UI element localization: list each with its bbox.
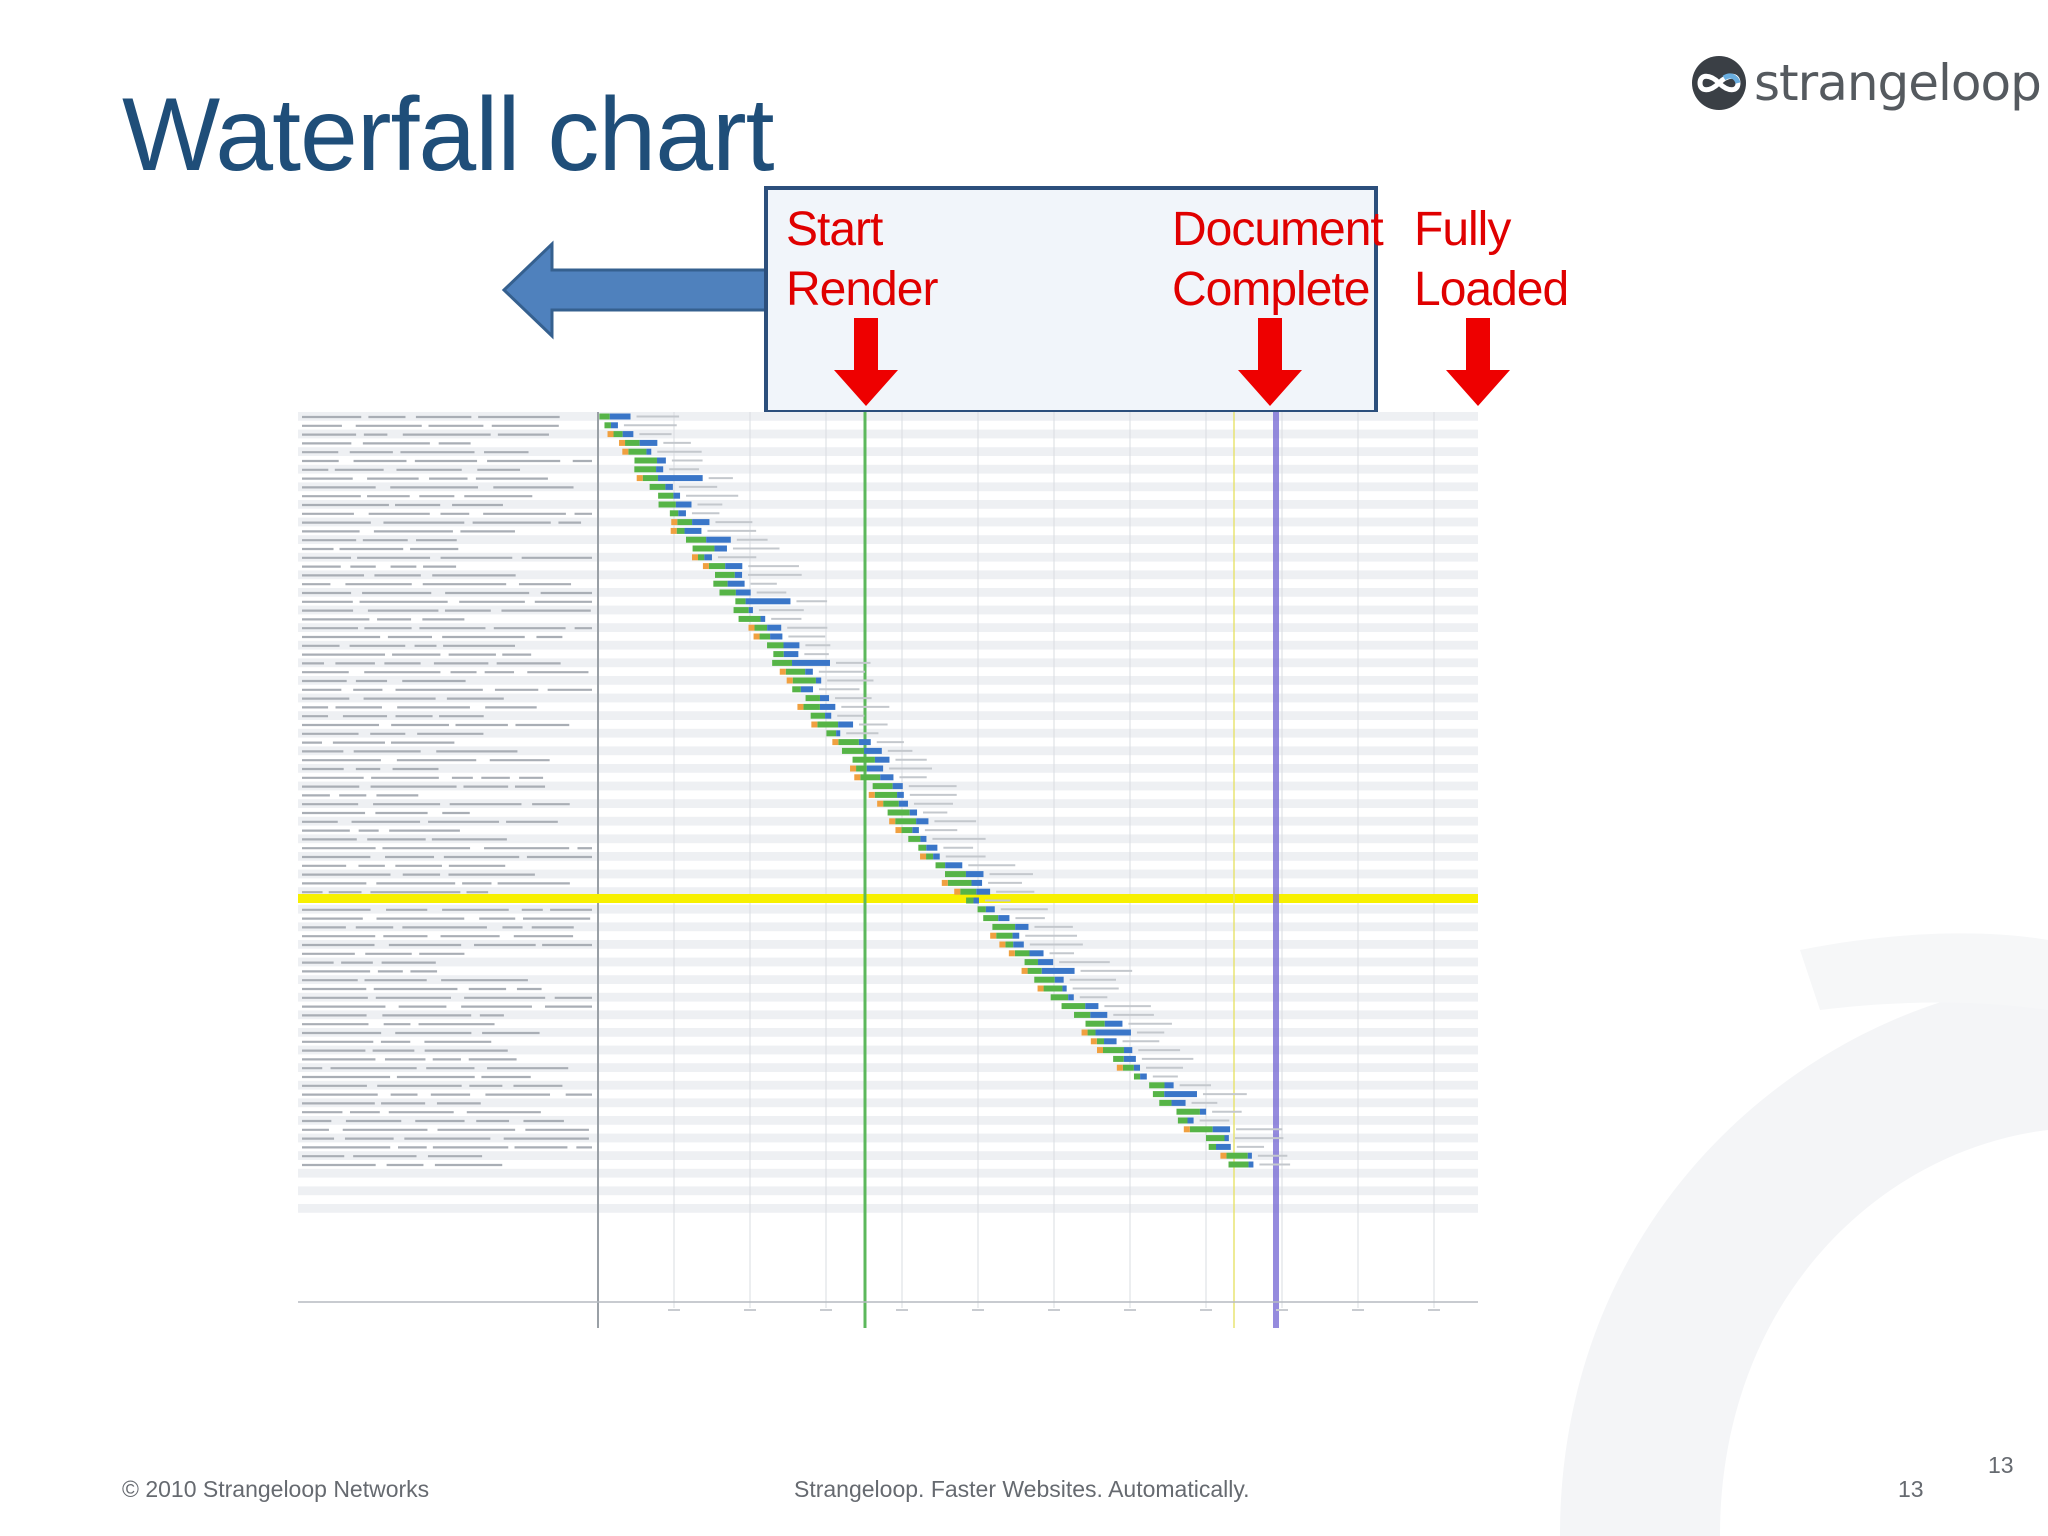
document-complete-label: Document Complete	[1172, 203, 1384, 316]
slide-title: Waterfall chart	[122, 77, 775, 193]
strangeloop-infinity-icon	[1692, 56, 1746, 110]
start-render-label: Start Render	[786, 203, 938, 316]
strangeloop-logo: strangeloop	[1690, 48, 2042, 118]
footer-tagline: Strangeloop. Faster Websites. Automatica…	[794, 1476, 1250, 1502]
blue-left-arrow	[501, 240, 770, 340]
page-number-top: 13	[1988, 1452, 2014, 1478]
fully-loaded-label: Fully Loaded	[1414, 203, 1569, 316]
logo-wordmark: strangeloop	[1754, 54, 2042, 112]
page-number: 13	[1898, 1476, 1924, 1502]
footer-copyright: © 2010 Strangeloop Networks	[122, 1476, 430, 1502]
waterfall-chart-image	[298, 412, 1478, 1328]
document-complete-arrow	[1238, 318, 1302, 406]
start-render-arrow	[834, 318, 898, 406]
fully-loaded-arrow	[1446, 318, 1510, 406]
